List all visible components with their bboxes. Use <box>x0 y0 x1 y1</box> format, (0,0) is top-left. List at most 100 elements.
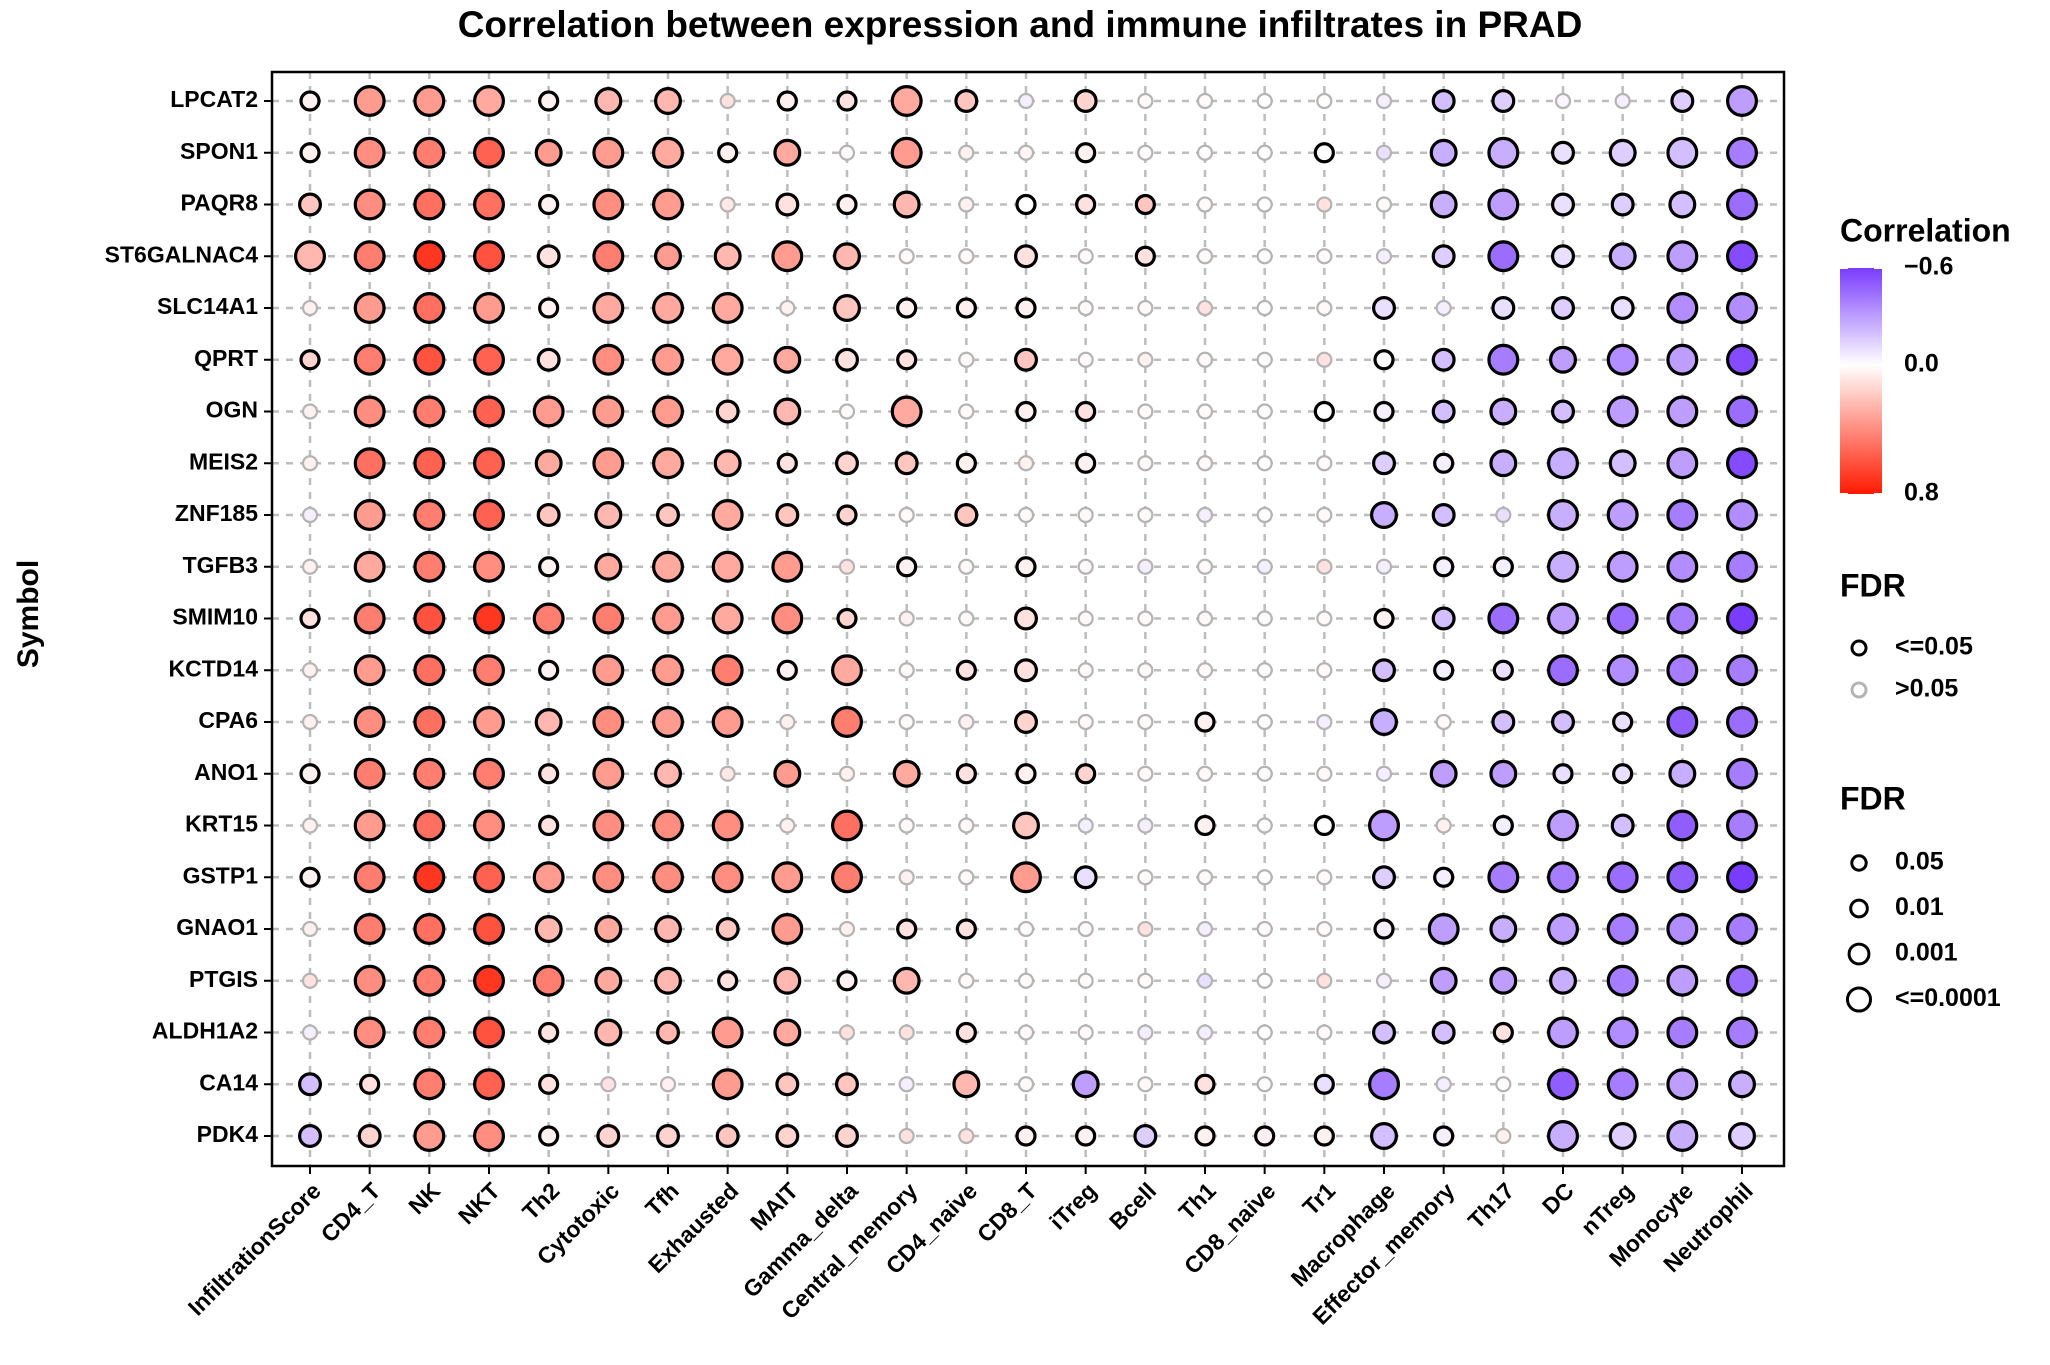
dot <box>1073 89 1098 113</box>
x-tick-label: Th1 <box>1174 1177 1221 1224</box>
x-tick-label: NK <box>403 1177 445 1219</box>
dot <box>413 447 446 480</box>
dot <box>294 240 326 273</box>
dot <box>538 1125 560 1147</box>
dot <box>1666 1068 1699 1101</box>
dot <box>1431 1020 1456 1045</box>
dot <box>838 558 856 575</box>
dot <box>955 659 977 681</box>
dot <box>301 558 319 575</box>
dot <box>1075 1125 1097 1147</box>
dot <box>1256 1076 1273 1093</box>
dot <box>301 972 319 989</box>
dot <box>836 504 858 526</box>
dot <box>353 240 386 273</box>
dot <box>1666 809 1699 842</box>
border-legend-label: <=0.05 <box>1895 633 1973 661</box>
dot <box>836 607 858 630</box>
dot <box>1606 1016 1639 1049</box>
dot <box>1077 972 1094 989</box>
y-tick-label: PDK4 <box>197 1121 259 1147</box>
dot <box>954 89 979 113</box>
dot <box>353 602 386 635</box>
dot <box>1256 972 1273 989</box>
dot <box>1256 817 1273 834</box>
dot <box>1313 400 1335 423</box>
dot <box>532 964 565 997</box>
dot <box>1017 92 1035 110</box>
dot <box>1015 193 1037 216</box>
dot <box>1547 499 1579 531</box>
dot <box>353 550 386 583</box>
dot <box>1256 558 1273 575</box>
dot <box>1196 144 1214 161</box>
y-tick-label: KCTD14 <box>169 655 259 681</box>
dot <box>1606 499 1639 531</box>
dot <box>779 713 796 731</box>
dot <box>532 602 565 635</box>
dot <box>711 1068 744 1101</box>
dot <box>353 654 386 687</box>
dot <box>898 662 915 679</box>
dot <box>771 913 804 945</box>
dot <box>1547 1016 1579 1049</box>
dot <box>892 966 921 995</box>
dot <box>958 403 975 420</box>
dot <box>898 1127 915 1145</box>
x-tick-label: Bcell <box>1104 1177 1161 1234</box>
dot <box>892 759 921 788</box>
dot <box>301 1024 319 1041</box>
dot <box>958 869 975 886</box>
dot <box>1492 556 1514 578</box>
dot <box>1137 765 1154 782</box>
dot <box>359 1073 381 1095</box>
x-tick-label: Tfh <box>640 1177 684 1221</box>
dot <box>1137 610 1154 627</box>
size-legend-key <box>1850 854 1868 872</box>
dot <box>413 499 446 531</box>
dot <box>1137 817 1154 834</box>
dot <box>1256 455 1273 472</box>
size-legend-label: 0.05 <box>1895 848 1944 876</box>
dot <box>1726 136 1758 169</box>
dot <box>301 662 319 679</box>
color-legend-title: Correlation <box>1840 212 2011 248</box>
colorbar-tick-label: 0.8 <box>1904 479 1939 507</box>
dot <box>357 1124 382 1148</box>
dot <box>596 1124 621 1148</box>
dot <box>1487 343 1520 376</box>
dot <box>1726 964 1758 997</box>
x-tick-label: Th2 <box>517 1177 564 1224</box>
dot <box>413 602 446 635</box>
dot <box>1606 964 1639 997</box>
dot <box>1137 403 1154 420</box>
dot <box>299 866 321 888</box>
colorbar <box>1840 268 1882 494</box>
dot <box>652 343 684 376</box>
dot <box>1435 299 1452 317</box>
x-tick-label: CD8_T <box>972 1177 1042 1247</box>
dot <box>1368 809 1400 842</box>
dot <box>898 1024 915 1041</box>
dot <box>1489 966 1518 995</box>
dot <box>473 85 505 117</box>
dot <box>1726 240 1758 273</box>
dot <box>473 292 505 324</box>
dot <box>1133 1124 1158 1148</box>
dot <box>473 757 505 790</box>
dot <box>1666 913 1699 945</box>
dot <box>1726 861 1758 894</box>
dot <box>1372 658 1396 683</box>
dot <box>1256 403 1273 420</box>
dot <box>1071 1070 1100 1099</box>
dot <box>954 503 979 527</box>
dot <box>776 659 798 681</box>
dot <box>592 136 625 169</box>
dot <box>1547 1068 1579 1101</box>
dot <box>1137 713 1154 731</box>
dot <box>1370 1122 1398 1150</box>
dot <box>1256 248 1273 265</box>
dot <box>594 1018 623 1047</box>
dot <box>1554 92 1572 110</box>
